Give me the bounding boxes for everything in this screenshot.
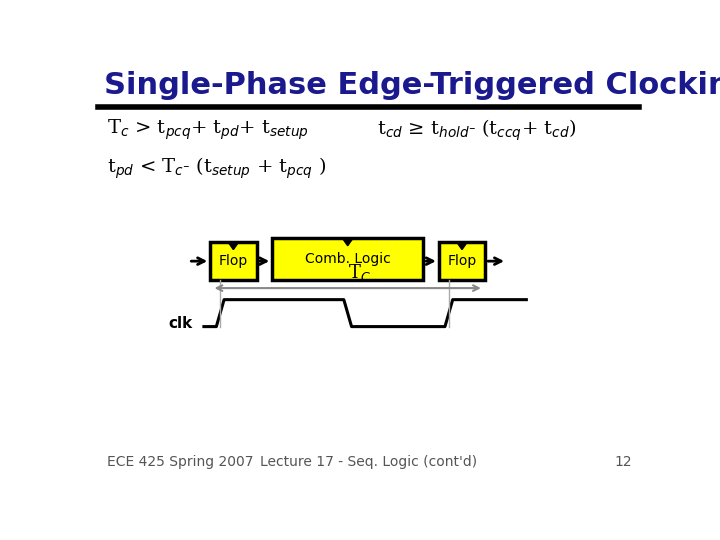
Text: Single-Phase Edge-Triggered Clocking: Single-Phase Edge-Triggered Clocking (104, 71, 720, 100)
FancyBboxPatch shape (210, 242, 256, 280)
FancyBboxPatch shape (438, 242, 485, 280)
Text: T$_c$ > t$_{pcq}$+ t$_{pd}$+ t$_{setup}$: T$_c$ > t$_{pcq}$+ t$_{pd}$+ t$_{setup}$ (107, 117, 309, 141)
Text: Lecture 17 - Seq. Logic (cont'd): Lecture 17 - Seq. Logic (cont'd) (261, 455, 477, 469)
Text: ECE 425 Spring 2007: ECE 425 Spring 2007 (107, 455, 253, 469)
Polygon shape (456, 242, 467, 249)
Polygon shape (228, 242, 239, 249)
Text: t$_{cd}$ ≥ t$_{hold}$- (t$_{ccq}$+ t$_{cd}$): t$_{cd}$ ≥ t$_{hold}$- (t$_{ccq}$+ t$_{c… (377, 117, 576, 143)
Polygon shape (342, 238, 353, 246)
Text: clk: clk (168, 316, 193, 331)
Text: 12: 12 (615, 455, 632, 469)
Text: Flop: Flop (219, 254, 248, 268)
FancyBboxPatch shape (272, 238, 423, 280)
Text: T$_C$: T$_C$ (348, 262, 371, 284)
Text: t$_{pd}$ < T$_c$- (t$_{setup}$ + t$_{pcq}$ ): t$_{pd}$ < T$_c$- (t$_{setup}$ + t$_{pcq… (107, 156, 326, 181)
Text: Flop: Flop (447, 254, 477, 268)
Text: Comb. Logic: Comb. Logic (305, 252, 390, 266)
